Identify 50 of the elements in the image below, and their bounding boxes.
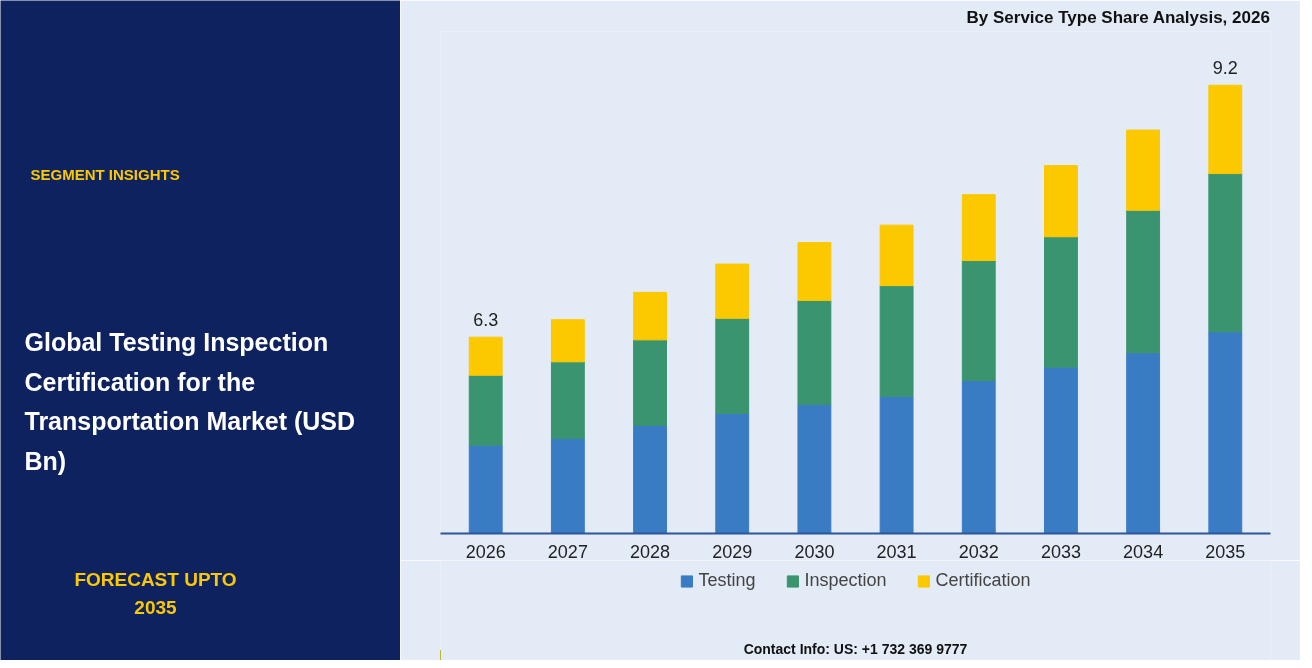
bar	[1126, 129, 1161, 211]
text: Contact Info: US: +1 732 369 9777	[743, 640, 968, 657]
bar	[961, 194, 996, 262]
bar	[879, 285, 914, 397]
bar	[550, 361, 585, 439]
chart-subtitle: By Service Type Share Analysis, 2026	[966, 7, 1270, 27]
bar	[879, 224, 914, 287]
bar	[468, 336, 503, 376]
bar	[1126, 209, 1161, 354]
annotation: 6.3	[473, 309, 499, 330]
bar	[468, 444, 503, 534]
bar	[879, 395, 914, 534]
bar	[633, 291, 667, 341]
bar	[633, 424, 667, 534]
bar	[468, 374, 503, 446]
bar	[1126, 352, 1161, 534]
bar	[1208, 331, 1243, 534]
x-tick-label: 2029	[712, 541, 753, 562]
x-tick-label: 2032	[958, 541, 999, 562]
bar	[797, 403, 832, 534]
bar	[961, 380, 996, 534]
bar	[1208, 173, 1243, 333]
bar	[797, 242, 832, 301]
bar	[1044, 366, 1078, 534]
legend-label: Certification	[935, 570, 1031, 591]
bar	[797, 299, 832, 405]
x-tick-label: 2033	[1040, 541, 1081, 562]
x-tick-label: 2026	[465, 541, 506, 562]
bar	[715, 317, 750, 414]
bar	[633, 339, 667, 426]
bar	[1044, 165, 1078, 238]
annotation: 9.2	[1212, 58, 1238, 79]
x-tick-label: 2034	[1123, 541, 1164, 562]
x-tick-label: 2031	[876, 541, 917, 562]
bar	[961, 260, 996, 382]
bar	[1208, 84, 1243, 175]
bar	[715, 263, 750, 319]
text: Global Testing Inspection Certification for the Transportation Market (USD Bn)	[24, 328, 356, 475]
x-tick-label: 2035	[1205, 541, 1246, 562]
bar	[1044, 236, 1078, 368]
bar	[550, 437, 585, 534]
x-tick-label: 2030	[794, 541, 835, 562]
text: SEGMENT INSIGHTS	[30, 165, 180, 183]
text: FORECAST UPTO 2035	[74, 568, 237, 618]
x-tick-label: 2027	[547, 541, 588, 562]
x-tick-label: 2028	[630, 541, 671, 562]
bar	[715, 412, 750, 534]
legend-label: Inspection	[804, 570, 887, 591]
legend-label: Testing	[698, 570, 756, 591]
bar	[550, 319, 585, 363]
